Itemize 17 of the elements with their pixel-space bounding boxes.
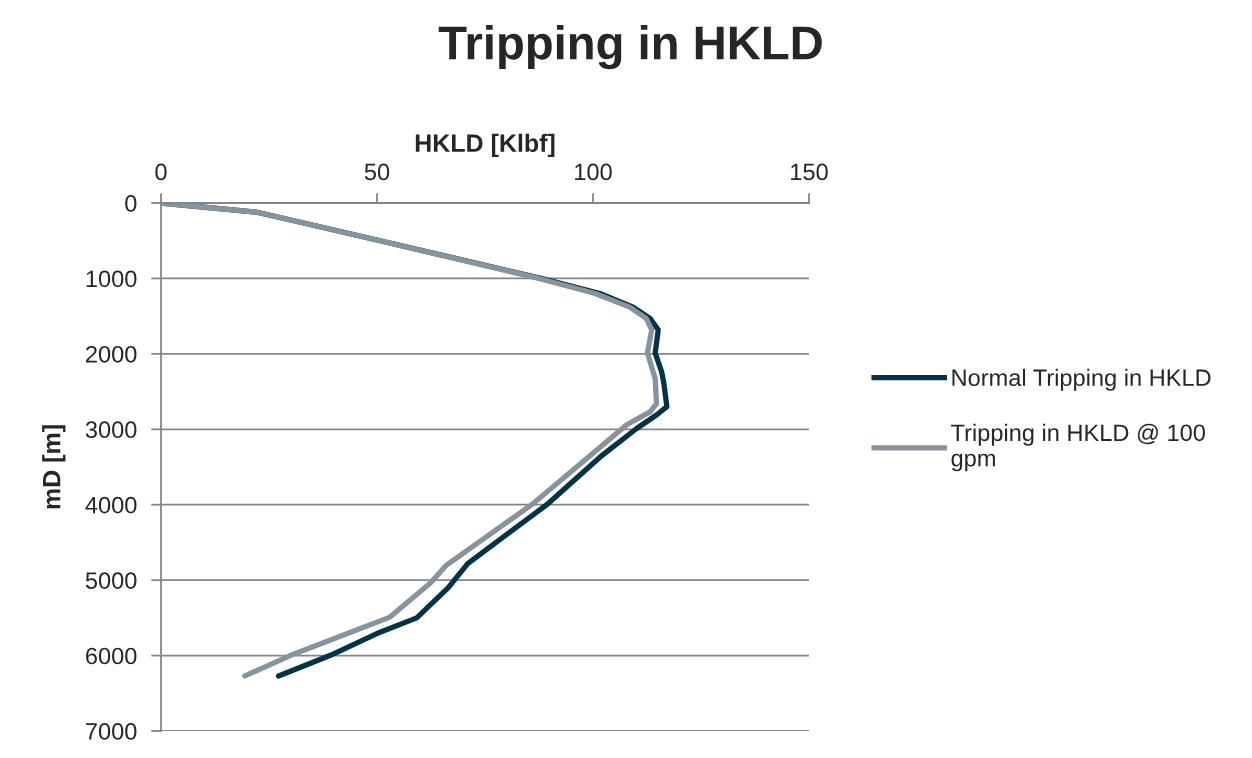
legend-label: Normal Tripping in HKLD xyxy=(952,368,1211,391)
y-axis-title: mD [m] xyxy=(42,425,66,509)
y-tick-label: 1000 xyxy=(86,270,137,288)
y-tick-label: 2000 xyxy=(86,345,137,363)
x-tick-label: 50 xyxy=(364,163,390,181)
y-tick-label: 3000 xyxy=(85,421,137,439)
x-tick-label: 150 xyxy=(791,163,828,181)
chart-title: Tripping in HKLD xyxy=(438,25,822,70)
y-tick-label: 6000 xyxy=(86,647,137,665)
x-tick-label: 0 xyxy=(155,163,167,181)
y-tick-label: 4000 xyxy=(85,496,137,514)
x-axis-title: HKLD [Klbf] xyxy=(415,133,555,158)
x-tick-label: 100 xyxy=(575,163,612,181)
legend-label: Tripping in HKLD @ 100 gpm xyxy=(951,423,1205,472)
y-tick-label: 0 xyxy=(125,195,137,212)
y-tick-label: 5000 xyxy=(85,572,137,589)
y-tick-label: 7000 xyxy=(86,723,137,740)
